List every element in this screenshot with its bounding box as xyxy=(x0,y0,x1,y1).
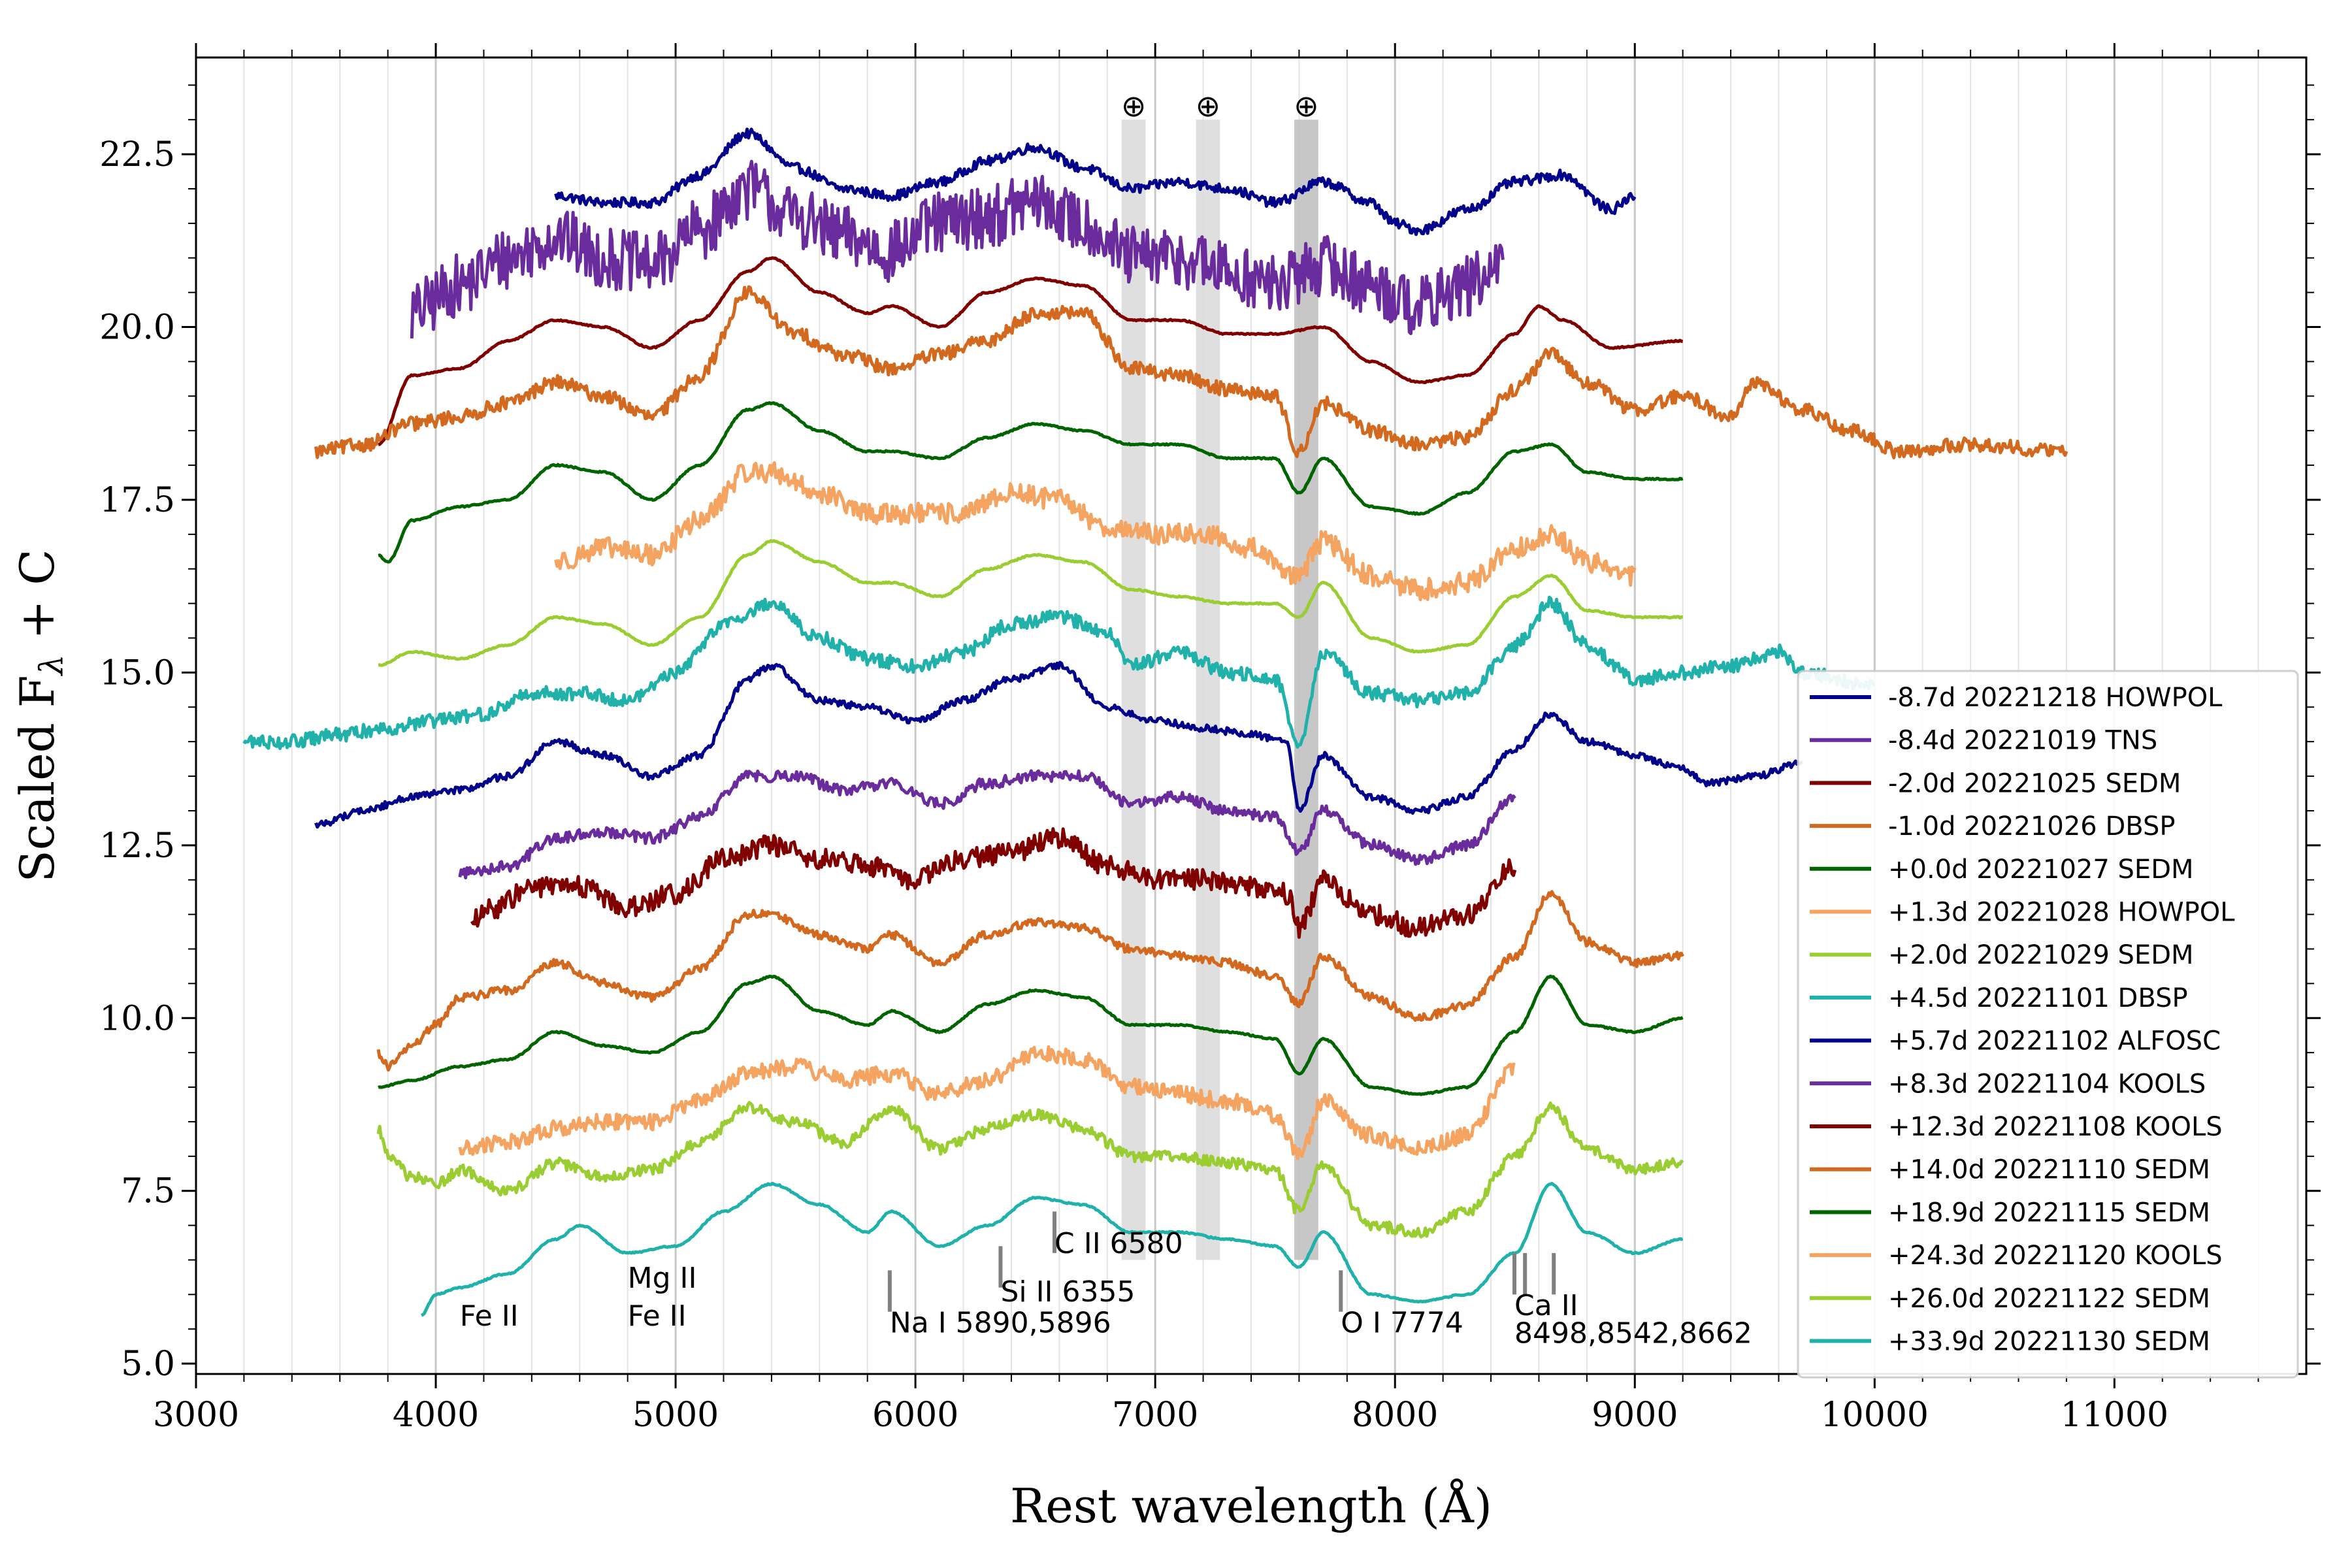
telluric-symbol-2: ⊕ xyxy=(1196,88,1221,123)
line-id-label: C II 6580 xyxy=(1054,1227,1183,1260)
line-id-label: Ca II xyxy=(1514,1289,1578,1322)
axis-labels: Rest wavelength (Å) Scaled Fλ + C xyxy=(10,549,1492,1533)
x-tick-label: 3000 xyxy=(153,1396,239,1435)
x-tick-label: 10000 xyxy=(1821,1396,1929,1435)
telluric-symbol-3: ⊕ xyxy=(1294,88,1319,123)
line-id-label: Si II 6355 xyxy=(1000,1275,1135,1309)
telluric-symbol-1: ⊕ xyxy=(1121,88,1147,123)
line-id-label: Mg II xyxy=(628,1262,697,1295)
x-tick-label: 6000 xyxy=(872,1396,958,1435)
series-line-14 xyxy=(458,1045,1516,1160)
series-line-7 xyxy=(378,539,1684,667)
legend-entry-label: +26.0d 20221122 SEDM xyxy=(1888,1284,2210,1314)
legend-entry-label: +12.3d 20221108 KOOLS xyxy=(1888,1112,2223,1142)
line-id-label: Fe II xyxy=(460,1299,519,1333)
series-line-13 xyxy=(378,974,1684,1096)
y-tick-label: 15.0 xyxy=(99,653,175,693)
series-line-4 xyxy=(314,285,2068,460)
legend-entry-label: +5.7d 20221102 ALFOSC xyxy=(1888,1026,2221,1056)
y-tick-label: 7.5 xyxy=(121,1172,175,1211)
legend-entry-label: -2.0d 20221025 SEDM xyxy=(1888,768,2181,798)
y-tick-label: 17.5 xyxy=(99,481,175,520)
telluric-band-2 xyxy=(1196,120,1220,1260)
x-axis-title: Rest wavelength (Å) xyxy=(1010,1478,1492,1533)
legend-entry-label: +8.3d 20221104 KOOLS xyxy=(1888,1069,2206,1099)
y-axis-title-subscript: λ xyxy=(33,655,71,677)
line-id-label: Fe II xyxy=(628,1299,687,1333)
series-line-10 xyxy=(458,769,1516,879)
y-axis-title: Scaled Fλ + C xyxy=(10,549,71,882)
series-line-11 xyxy=(470,827,1517,939)
legend-entry-label: +2.0d 20221029 SEDM xyxy=(1888,940,2194,970)
legend-entry-label: +4.5d 20221101 DBSP xyxy=(1888,983,2188,1013)
legend-entry-label: +18.9d 20221115 SEDM xyxy=(1888,1198,2210,1228)
series-line-3 xyxy=(378,256,1683,446)
x-tick-label: 4000 xyxy=(393,1396,479,1435)
line-id-label: 8498,8542,8662 xyxy=(1514,1316,1752,1350)
legend-entry-label: -1.0d 20221026 DBSP xyxy=(1888,811,2176,841)
y-tick-label: 20.0 xyxy=(99,308,175,348)
legend: -8.7d 20221218 HOWPOL -8.4d 20221019 TNS -… xyxy=(1797,670,2299,1379)
series-line-16 xyxy=(420,1181,1684,1317)
y-tick-label: 5.0 xyxy=(121,1345,175,1384)
axis-ticks: 3000 4000 5000 6000 7000 8000 9000 10000 11000 5.… xyxy=(99,43,2321,1435)
legend-entry-label: +0.0d 20221027 SEDM xyxy=(1888,855,2194,885)
line-id-label: O I 7774 xyxy=(1341,1307,1463,1340)
x-tick-label: 11000 xyxy=(2061,1396,2168,1435)
legend-entry-label: +33.9d 20221130 SEDM xyxy=(1888,1327,2210,1357)
spectra-series xyxy=(242,127,2068,1317)
x-tick-label: 8000 xyxy=(1352,1396,1438,1435)
telluric-band-1 xyxy=(1121,120,1146,1260)
series-line-9 xyxy=(314,661,1803,829)
legend-entry-label: -8.4d 20221019 TNS xyxy=(1888,726,2157,756)
y-tick-label: 12.5 xyxy=(99,826,175,866)
x-tick-label: 9000 xyxy=(1592,1396,1678,1435)
series-line-5 xyxy=(378,401,1684,564)
x-tick-label: 7000 xyxy=(1112,1396,1198,1435)
y-tick-label: 10.0 xyxy=(99,999,175,1038)
series-line-15 xyxy=(376,1101,1684,1239)
legend-entry-label: +24.3d 20221120 KOOLS xyxy=(1888,1241,2223,1271)
legend-entry-label: -8.7d 20221218 HOWPOL xyxy=(1888,683,2223,713)
series-line-8 xyxy=(242,595,1876,751)
x-tick-label: 5000 xyxy=(632,1396,719,1435)
line-id-label: Na I 5890,5896 xyxy=(890,1307,1111,1340)
legend-box xyxy=(1797,670,2299,1379)
series-line-12 xyxy=(376,890,1684,1072)
y-tick-label: 22.5 xyxy=(99,135,175,174)
series-line-2 xyxy=(410,159,1505,339)
series-line-1 xyxy=(554,127,1637,237)
y-axis-title-main: Scaled F xyxy=(10,675,65,882)
legend-entry-label: +14.0d 20221110 SEDM xyxy=(1888,1155,2210,1185)
legend-entry-label: +1.3d 20221028 HOWPOL xyxy=(1888,898,2235,928)
series-line-6 xyxy=(554,461,1637,602)
y-axis-title-tail: + C xyxy=(10,549,65,654)
